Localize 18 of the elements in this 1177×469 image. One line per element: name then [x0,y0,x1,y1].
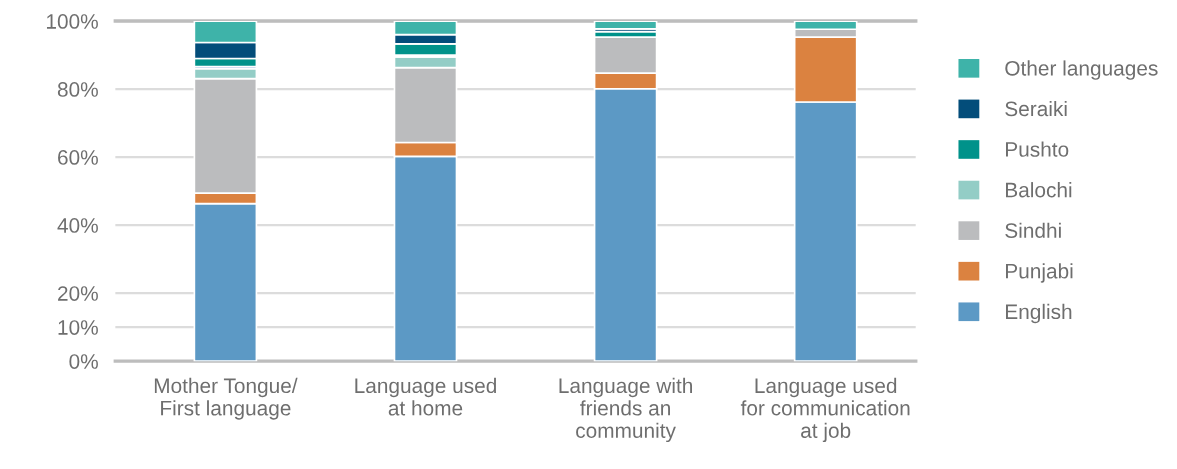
y-tick-label: 40% [57,218,98,233]
legend-label: Punjabi [1006,263,1073,283]
y-tick-label: 100% [46,14,98,29]
legend-label: Balochi [1006,182,1072,198]
y-tick-label: 20% [58,286,98,301]
x-tick-label: Language used at home [355,377,496,416]
y-tick-label: 0% [69,354,98,369]
legend-label: Other languages [1005,60,1158,80]
y-tick-label: 10% [58,320,98,335]
legend-label: Seraiki [1005,100,1067,117]
legend-label: Sindhi [1005,222,1061,238]
x-tick-label: Mother Tongue/ First language [154,377,298,420]
x-tick-label: Language with friends an community [559,377,692,443]
legend-label: Pushto [1006,141,1069,157]
x-tick-label: Language used for communication at job [740,377,910,443]
y-tick-label: 80% [57,82,98,97]
legend-label: English [1006,303,1072,324]
y-tick-label: 60% [58,150,98,165]
